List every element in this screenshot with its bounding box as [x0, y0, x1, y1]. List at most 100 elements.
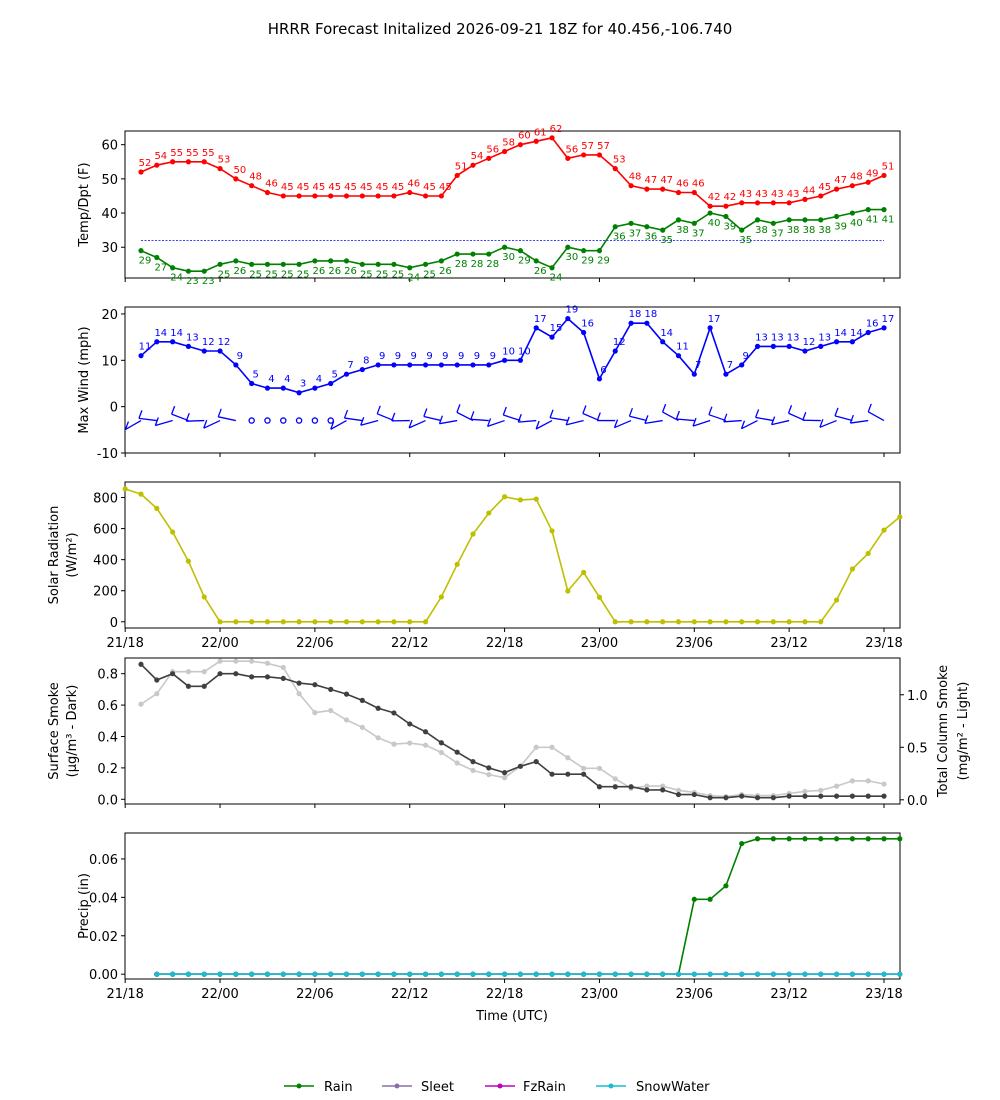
wind-barb-flag [330, 421, 335, 430]
data-point-wind [486, 362, 492, 368]
data-label-temp: 44 [803, 185, 816, 196]
x-tick-label: 23/12 [770, 987, 807, 1002]
wind-barb-staff [344, 417, 363, 422]
y-tick-label: 0 [110, 401, 118, 416]
data-point-wind [723, 371, 729, 377]
data-point-solar [802, 619, 808, 625]
wind-barb-flag [217, 408, 222, 418]
data-point-wind [612, 348, 618, 354]
x-axis-label: Time (UTC) [475, 1009, 548, 1024]
data-point-solar [644, 619, 650, 625]
data-point-solar [296, 619, 302, 625]
data-point-rain [691, 896, 697, 902]
data-point-temp [264, 189, 271, 196]
data-point-wind [660, 339, 666, 345]
data-point-smoke_dark [596, 784, 603, 790]
data-label-wind: 14 [850, 328, 863, 339]
data-label-temp: 54 [471, 151, 484, 162]
legend-item-fzrain: FzRain [485, 1080, 566, 1095]
series-line-solar [124, 488, 901, 623]
data-point-wind [154, 339, 160, 345]
data-label-wind: 6 [600, 365, 606, 376]
data-point-smoke_dark [723, 795, 729, 801]
data-point-temp [217, 166, 223, 172]
wind-barb-staff [218, 416, 236, 422]
data-point-rain [770, 836, 776, 842]
data-point-dewpoint [233, 258, 239, 264]
data-point-dewpoint [754, 217, 761, 223]
data-point-snowwater [422, 971, 429, 977]
wind-barb-staff [186, 419, 205, 422]
data-label-wind: 13 [787, 332, 800, 343]
legend-item-rain: Rain [284, 1080, 353, 1095]
data-point-solar [312, 619, 318, 625]
data-label-wind: 13 [771, 332, 784, 343]
y-tick-label: 60 [101, 139, 118, 154]
data-point-dewpoint [201, 268, 207, 274]
data-point-temp [849, 183, 855, 189]
data-point-smoke_light [612, 776, 618, 782]
x-tick-label: 21/18 [106, 987, 143, 1002]
wind-barb-flag [423, 408, 428, 417]
data-label-dewpoint: 25 [265, 269, 278, 280]
data-label-temp: 58 [502, 138, 515, 149]
data-label-wind: 4 [268, 374, 274, 385]
data-label-dewpoint: 37 [692, 228, 705, 239]
data-label-temp: 51 [455, 161, 468, 172]
data-point-solar [660, 619, 666, 625]
data-point-wind [691, 371, 697, 377]
wind-barb-flag [723, 413, 728, 423]
data-point-wind [533, 325, 539, 331]
data-label-dewpoint: 26 [344, 266, 357, 277]
data-label-temp: 51 [882, 161, 895, 172]
data-point-dewpoint [723, 213, 729, 220]
data-point-temp [422, 193, 429, 199]
data-point-temp [185, 159, 192, 165]
data-label-wind: 10 [518, 346, 531, 357]
data-point-smoke_light [470, 767, 476, 773]
data-point-snowwater [660, 971, 666, 977]
data-point-dewpoint [660, 227, 666, 233]
data-point-temp [786, 200, 792, 206]
data-point-wind [881, 325, 887, 331]
data-point-solar [359, 619, 365, 625]
wind-barb-staff [518, 419, 537, 423]
data-point-dewpoint [328, 258, 334, 264]
wind-barb-calm [295, 417, 303, 424]
data-label-wind: 12 [202, 337, 215, 348]
wind-barb-flag [661, 403, 667, 413]
data-point-temp [470, 162, 476, 168]
data-label-wind: 9 [442, 351, 448, 362]
data-point-solar [818, 619, 824, 625]
data-point-wind [786, 343, 792, 349]
data-label-temp: 45 [328, 182, 341, 193]
data-point-solar [786, 619, 792, 625]
data-point-dewpoint [549, 265, 555, 271]
data-label-temp: 57 [581, 141, 594, 152]
data-label-dewpoint: 39 [724, 221, 737, 232]
legend-item-snowwater: SnowWater [596, 1080, 710, 1095]
data-point-solar [328, 619, 334, 625]
x-tick-label: 23/06 [676, 636, 713, 651]
data-point-dewpoint [264, 261, 271, 267]
data-label-temp: 45 [818, 182, 831, 193]
wind-barb-flag [787, 405, 793, 414]
data-label-temp: 52 [139, 158, 152, 169]
wind-barb-staff [819, 419, 837, 428]
data-point-temp [138, 169, 144, 175]
data-label-temp: 62 [550, 124, 563, 135]
series-line-rain [156, 837, 900, 976]
wind-barb-flag [438, 415, 444, 424]
data-point-wind [328, 380, 334, 387]
wind-barb-staff [629, 415, 648, 422]
data-point-temp [691, 189, 697, 196]
data-label-temp: 48 [629, 172, 642, 183]
data-label-wind: 11 [676, 342, 689, 353]
data-point-dewpoint [391, 261, 397, 267]
panel-3: 0 200 400 600 800 Solar Radiation (W/m²) 21/18 2… [47, 481, 903, 651]
data-point-smoke_dark [533, 759, 539, 765]
data-point-smoke_dark [296, 680, 302, 686]
y-tick-label: 0.0 [97, 793, 118, 808]
data-point-wind [201, 348, 207, 354]
